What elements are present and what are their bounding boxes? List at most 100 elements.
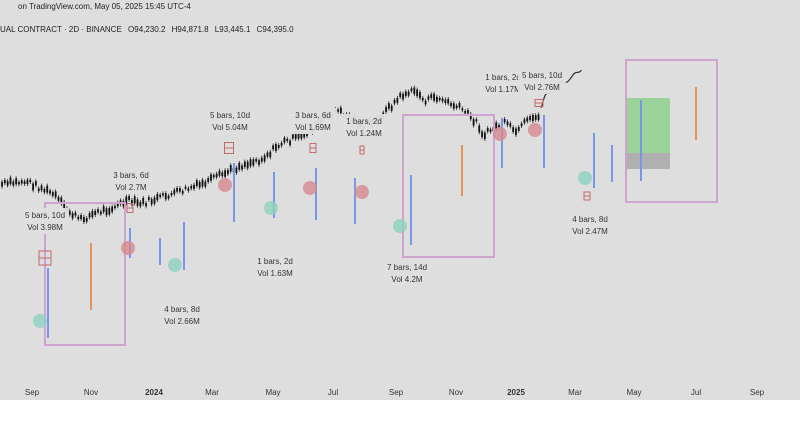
pivot-low-marker <box>264 201 278 215</box>
annotation-bars-text: 1 bars, 2d <box>346 117 382 126</box>
bars-count-marker <box>309 143 317 153</box>
candle-body <box>12 181 15 186</box>
candle-body <box>210 174 212 181</box>
annotation-label-bg <box>206 108 254 134</box>
annotation-label: 1 bars, 2d Vol 1.24M <box>340 114 388 140</box>
candle-body <box>515 128 517 136</box>
annotation-bars-text: 4 bars, 8d <box>164 305 200 314</box>
candle-body <box>15 178 18 185</box>
candle-body <box>235 167 238 174</box>
candle-body <box>481 131 483 138</box>
x-axis-tick-label: Nov <box>84 388 98 397</box>
candle-body <box>71 213 74 219</box>
candle-body <box>447 98 450 104</box>
candle-body <box>215 173 218 178</box>
candle-body <box>68 210 71 215</box>
candle-body <box>404 91 407 97</box>
candle-body <box>444 99 447 104</box>
candle-body <box>207 178 210 182</box>
candle-body <box>498 124 500 128</box>
bottom-band <box>0 400 800 424</box>
candle-body <box>150 199 153 205</box>
annotation-vol-text: Vol 2.76M <box>524 83 560 92</box>
candle-body <box>63 201 66 209</box>
candle-body <box>537 114 540 120</box>
annotation-label: 7 bars, 14d Vol 4.2M <box>383 260 431 286</box>
x-axis-tick-label: Jul <box>691 388 701 397</box>
candle-body <box>88 213 91 218</box>
candle-body <box>170 193 173 196</box>
candle-body <box>125 196 128 204</box>
candle-body <box>85 218 88 222</box>
annotation-label: 5 bars, 10d Vol 5.04M <box>206 108 254 134</box>
candle-body <box>495 122 498 130</box>
x-axis-tick-label: Sep <box>750 388 765 397</box>
candle-body <box>114 206 116 209</box>
candle-body <box>99 211 102 215</box>
symbol-line: UAL CONTRACT · 2D · BINANCE O94,230.2 H9… <box>0 25 298 34</box>
candle-body <box>238 162 241 170</box>
candle-body <box>49 190 51 194</box>
candle-body <box>181 190 184 194</box>
candle-body <box>275 144 277 152</box>
pivot-low-marker <box>168 258 182 272</box>
candle-body <box>1 181 3 187</box>
x-axis-tick-label: 2024 <box>145 388 163 397</box>
pivot-low-marker <box>33 314 47 328</box>
candle-body <box>526 117 529 122</box>
candle-body <box>224 170 226 177</box>
candle-body <box>198 182 201 188</box>
candle-body <box>399 93 402 98</box>
candle-body <box>83 216 85 223</box>
candle-body <box>204 181 207 187</box>
annotation-label-bg <box>158 302 206 328</box>
close-value: C94,395.0 <box>256 25 294 34</box>
candle-body <box>306 133 308 137</box>
bars-count-marker <box>359 145 365 155</box>
candle-body <box>212 175 215 178</box>
range-box-1 <box>44 202 126 346</box>
annotation-label-bg <box>251 254 299 280</box>
candle-body <box>18 181 20 185</box>
candle-body <box>478 125 481 133</box>
annotation-vol-text: Vol 1.69M <box>295 123 331 132</box>
candle-body <box>503 118 506 123</box>
candle-body <box>40 185 43 191</box>
bars-count-marker <box>38 250 52 266</box>
candle-body <box>421 97 424 101</box>
pivot-high-marker <box>218 178 232 192</box>
annotation-bars-text: 1 bars, 2d <box>485 73 521 82</box>
candle-body <box>246 161 249 169</box>
candle-body <box>438 97 441 101</box>
pivot-high-marker <box>528 123 542 137</box>
candle-body <box>520 123 523 127</box>
candle-body <box>133 196 136 204</box>
candle-body <box>43 189 46 193</box>
candle-body <box>534 115 537 120</box>
candle-body <box>483 132 486 140</box>
annotation-label: 3 bars, 6d Vol 2.7M <box>107 168 155 194</box>
candle-body <box>173 189 176 195</box>
annotation-label-bg <box>21 208 69 234</box>
candle-body <box>229 165 232 172</box>
candle-body <box>469 113 472 120</box>
candle-body <box>467 109 469 114</box>
annotation-label: 4 bars, 8d Vol 2.47M <box>566 212 614 238</box>
candle-body <box>26 179 29 185</box>
candle-body <box>94 210 97 216</box>
candle-body <box>147 197 150 200</box>
bars-count-marker <box>126 203 134 213</box>
candle-body <box>489 129 492 132</box>
candle-body <box>91 210 94 218</box>
candle-body <box>57 197 60 201</box>
candle-body <box>396 97 399 103</box>
candle-body <box>97 209 99 213</box>
candle-body <box>243 161 246 168</box>
candle-body <box>486 127 489 132</box>
candle-body <box>80 215 82 220</box>
candle-body <box>458 102 461 108</box>
candle-body <box>390 105 393 111</box>
candle-body <box>435 96 438 102</box>
